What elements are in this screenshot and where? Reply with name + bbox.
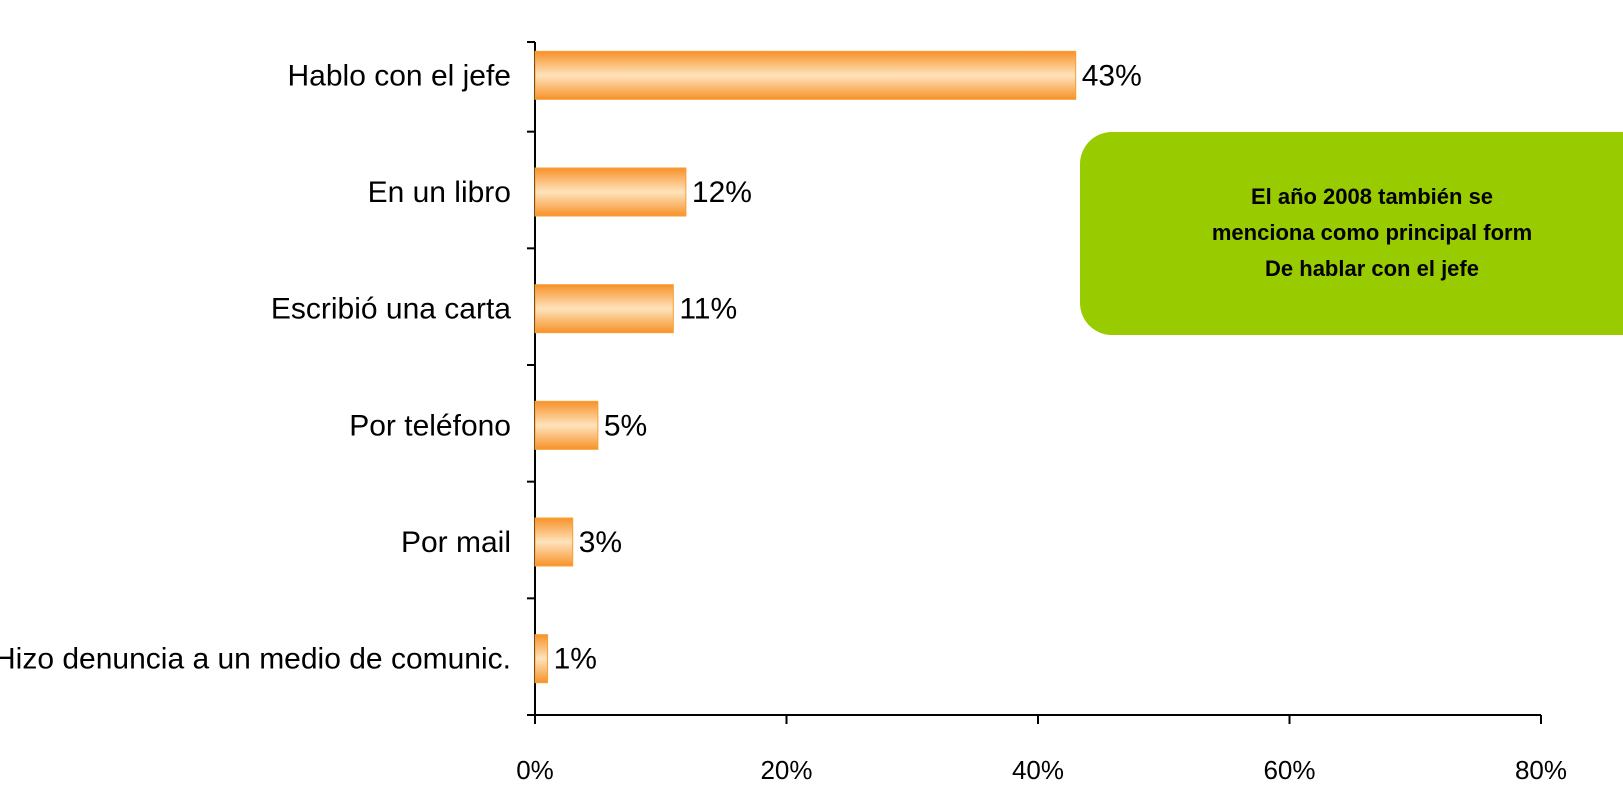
value-label: 43%	[1082, 59, 1142, 92]
bar	[534, 284, 674, 334]
x-tick-label: 60%	[1263, 755, 1315, 785]
y-tick-label: En un libro	[368, 176, 511, 209]
bar	[534, 517, 574, 567]
bar	[534, 167, 687, 217]
x-tick-label: 40%	[1012, 755, 1064, 785]
y-tick-label: Hizo denuncia a un medio de comunic.	[0, 643, 511, 676]
annotation-text: menciona como principal form	[1212, 220, 1532, 245]
y-tick-label: Por mail	[401, 526, 511, 559]
y-tick-label: Escribió una carta	[271, 293, 511, 326]
y-tick-label: Hablo con el jefe	[288, 59, 511, 92]
y-tick-label: Por teléfono	[349, 409, 511, 442]
bar	[534, 634, 549, 684]
x-tick-label: 0%	[516, 755, 554, 785]
value-label: 3%	[579, 526, 622, 559]
bar	[534, 50, 1077, 100]
bar	[534, 400, 599, 450]
annotation-text: El año 2008 también se	[1251, 184, 1493, 209]
value-label: 12%	[692, 176, 752, 209]
value-label: 11%	[679, 293, 737, 326]
annotation-box	[1080, 132, 1623, 335]
x-tick-label: 20%	[760, 755, 812, 785]
value-label: 5%	[604, 409, 647, 442]
value-label: 1%	[554, 643, 597, 676]
x-tick-label: 80%	[1515, 755, 1567, 785]
annotation-text: De hablar con el jefe	[1265, 256, 1479, 281]
